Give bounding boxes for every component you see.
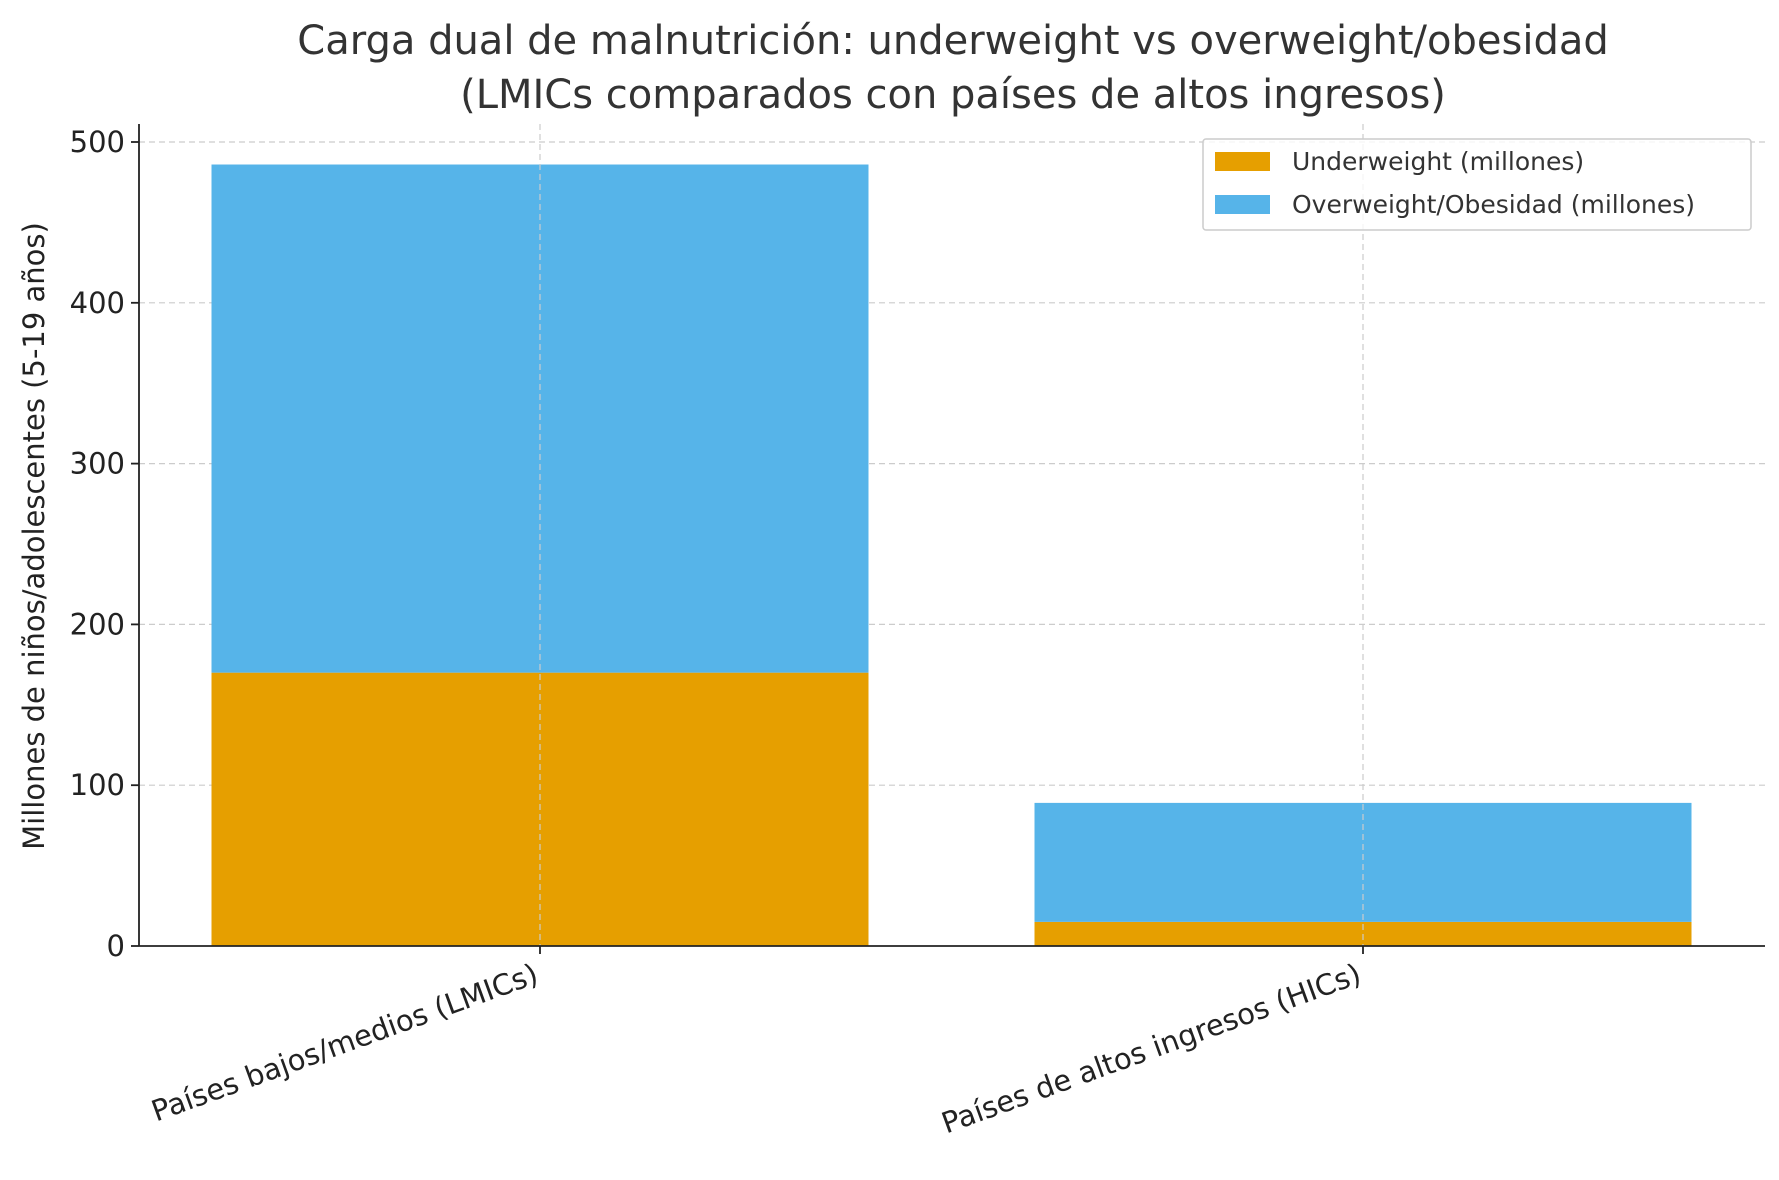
- y-tick-label: 400: [70, 286, 125, 320]
- chart-title: Carga dual de malnutrición: underweight …: [297, 18, 1608, 64]
- legend-swatch-overweight: [1215, 195, 1270, 214]
- y-tick-label: 500: [70, 125, 125, 159]
- x-tick-label: Países de altos ingresos (HICs): [937, 957, 1365, 1141]
- y-ticks: 0 100 200 300 400 500: [70, 125, 139, 963]
- legend: Underweight (millones) Overweight/Obesid…: [1202, 138, 1752, 231]
- legend-box: [1202, 138, 1752, 231]
- bar-segment-overweight: [1034, 802, 1692, 922]
- y-tick-label: 100: [70, 768, 125, 802]
- chart-subtitle: (LMICs comparados con países de altos in…: [460, 72, 1446, 118]
- y-axis-label: Millones de niños/adolescentes (5-19 año…: [17, 222, 51, 850]
- legend-label-underweight: Underweight (millones): [1292, 147, 1584, 176]
- x-gridlines: [539, 124, 1364, 946]
- x-tick-label: Países bajos/medios (LMICs): [147, 957, 542, 1129]
- y-tick-label: 200: [70, 607, 125, 641]
- legend-label-overweight: Overweight/Obesidad (millones): [1292, 190, 1695, 219]
- legend-swatch-underweight: [1215, 152, 1270, 171]
- y-tick-label: 0: [107, 929, 125, 963]
- y-tick-label: 300: [70, 447, 125, 481]
- x-ticks: Países bajos/medios (LMICs) Países de alt…: [147, 946, 1365, 1140]
- bars: [211, 164, 1692, 946]
